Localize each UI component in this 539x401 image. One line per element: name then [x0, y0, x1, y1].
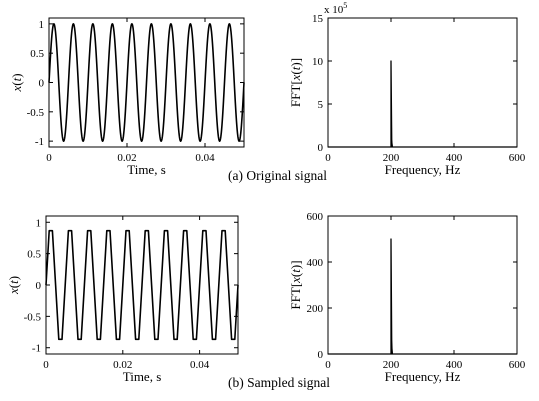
y-tick-label-a-time: 1 [39, 19, 45, 31]
y-tick-label-b-time: -0.5 [24, 311, 42, 323]
x-tick-label-a-time: 0 [46, 152, 52, 164]
y-tick-label-a-time: 0 [39, 78, 45, 90]
y-tick-label-a-time: -0.5 [27, 107, 45, 119]
y-multiplier-a-fft: x 105 [324, 1, 347, 16]
y-tick-label-b-time: 1 [36, 217, 42, 229]
panel-a-fft: 0 200 400 600 0 5 10 15x 105 Frequency, Hz FFT[x(… [288, 1, 526, 177]
y-tick-label-a-time: -1 [35, 136, 44, 148]
y-axis-label-a-time: x(t) [9, 73, 24, 92]
series-line-a-fft [328, 60, 517, 148]
y-tick-label-b-time: 0.5 [27, 249, 41, 261]
x-tick-label-a-time: 0.04 [195, 152, 215, 164]
x-tick-label-b-time: 0.02 [113, 359, 132, 371]
panel-a-time: 0 0.02 0.04 -1 -0.5 0 0.5 1 Time, s x(t) [9, 17, 245, 177]
y-axis-label-b-fft: FFT[x(t)] [288, 260, 303, 309]
x-tick-label-a-time: 0.02 [117, 152, 136, 164]
y-axis-label-a-fft: FFT[x(t)] [288, 58, 303, 107]
y-tick-label-b-fft: 200 [307, 303, 324, 315]
y-tick-label-b-time: 0 [36, 280, 42, 292]
y-tick-label-b-fft: 400 [307, 257, 324, 269]
panel-b-time: 0 0.02 0.04 -1 -0.5 0 0.5 1 Time, s x(t) [6, 215, 239, 384]
x-tick-label-b-fft: 600 [509, 359, 526, 371]
y-tick-label-b-fft: 0 [318, 349, 324, 361]
series-line-a-time [48, 23, 245, 142]
caption-original-signal: (a) Original signal [228, 168, 327, 183]
x-tick-label-b-fft: 0 [325, 359, 331, 371]
series-line-b-fft [328, 238, 517, 355]
axes-box-a-fft [327, 17, 518, 148]
y-axis-label-b-time: x(t) [6, 276, 21, 295]
axes-box-b-fft [327, 215, 518, 355]
y-tick-label-a-time: 0.5 [30, 48, 44, 60]
y-tick-label-b-fft: 600 [307, 211, 324, 223]
x-tick-label-b-fft: 400 [446, 359, 463, 371]
x-axis-label-a-fft: Frequency, Hz [385, 162, 461, 177]
x-tick-label-a-fft: 200 [383, 152, 400, 164]
panel-b-fft: 0 200 400 600 0 200 400 600 Frequency, Hz FFT[x(t… [288, 211, 526, 384]
y-tick-label-a-fft: 10 [312, 56, 324, 68]
x-axis-label-b-fft: Frequency, Hz [385, 369, 461, 384]
x-tick-label-a-fft: 600 [509, 152, 526, 164]
x-axis-label-a-time: Time, s [127, 162, 166, 177]
y-tick-label-a-fft: 15 [312, 13, 324, 25]
x-tick-label-a-fft: 400 [446, 152, 463, 164]
x-axis-label-b-time: Time, s [123, 369, 162, 384]
series-line-b-time [45, 229, 239, 341]
x-tick-label-b-time: 0 [43, 359, 49, 371]
y-tick-label-a-fft: 5 [318, 99, 324, 111]
y-tick-label-b-time: -1 [32, 343, 41, 355]
x-tick-label-b-fft: 200 [383, 359, 400, 371]
y-tick-label-a-fft: 0 [318, 142, 324, 154]
x-tick-label-b-time: 0.04 [190, 359, 210, 371]
caption-sampled-signal: (b) Sampled signal [228, 375, 330, 390]
x-tick-label-a-fft: 0 [325, 152, 331, 164]
